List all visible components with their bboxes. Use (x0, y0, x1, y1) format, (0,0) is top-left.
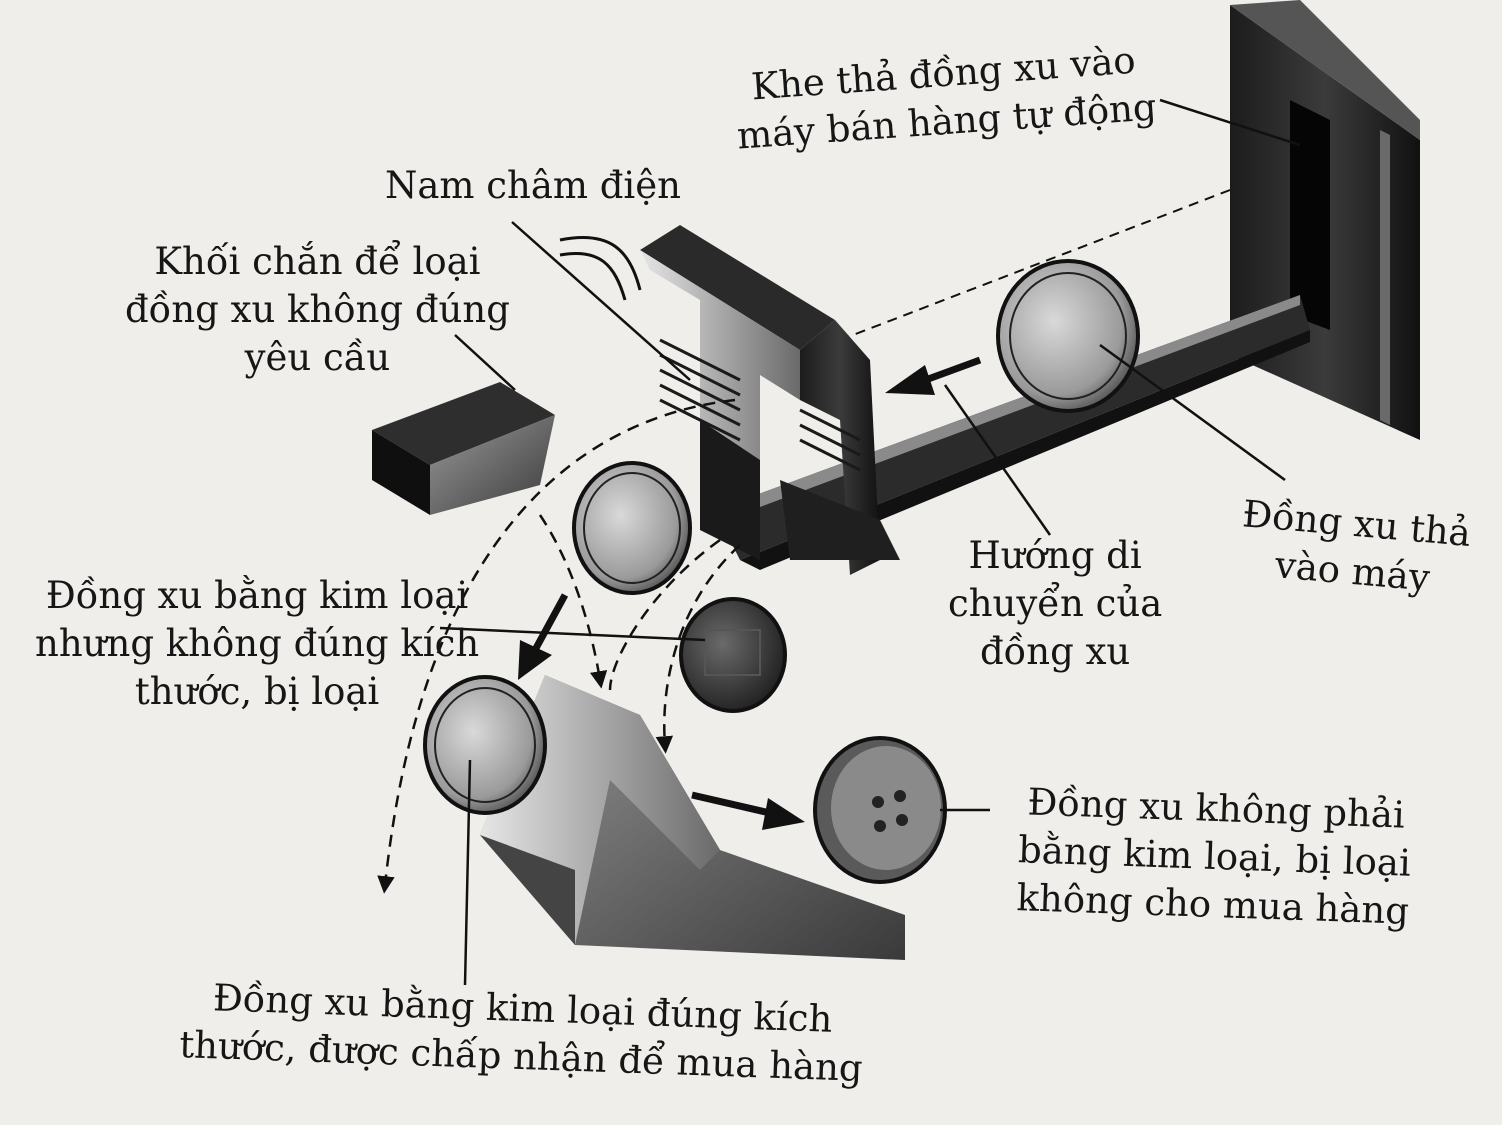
label-line: đồng xu không đúng (125, 288, 510, 331)
label-electromagnet: Nam châm điện (385, 162, 681, 210)
direction-arrows (518, 356, 982, 830)
inserted-coin (996, 259, 1140, 413)
label-line: chuyển của (948, 582, 1163, 625)
accepted-coin (423, 675, 547, 815)
label-line: Hướng di (968, 534, 1142, 577)
rejection-block (372, 382, 555, 515)
leader-lines (439, 98, 1301, 986)
label-line: yêu cầu (244, 336, 391, 379)
falling-coin (572, 461, 692, 595)
wrong-size-coin (679, 597, 787, 713)
label-rejection-block: Khối chắn để loại đồng xu không đúng yêu… (125, 238, 510, 382)
label-coin-direction: Hướng di chuyển của đồng xu (948, 532, 1162, 676)
label-line: đồng xu (979, 630, 1131, 673)
label-line: Đồng xu bằng kim loại (45, 574, 469, 617)
label-inserted-coin: Đồng xu thả vào máy (1236, 490, 1473, 606)
coin-path-line (839, 189, 1231, 341)
label-non-metal-coin: Đồng xu không phải bằng kim loại, bị loạ… (1016, 778, 1414, 936)
label-line: Khối chắn để loại (154, 240, 481, 283)
label-line: nhưng không đúng kích (35, 622, 480, 665)
coin-trajectories (377, 398, 741, 894)
non-metal-coin (813, 736, 947, 884)
label-line: Nam châm điện (385, 164, 681, 207)
electromagnet (559, 225, 900, 575)
coin-slot-wall (1230, 0, 1420, 440)
label-line: thước, bị loại (134, 670, 380, 713)
label-wrong-size-coin: Đồng xu bằng kim loại nhưng không đúng k… (35, 572, 479, 716)
